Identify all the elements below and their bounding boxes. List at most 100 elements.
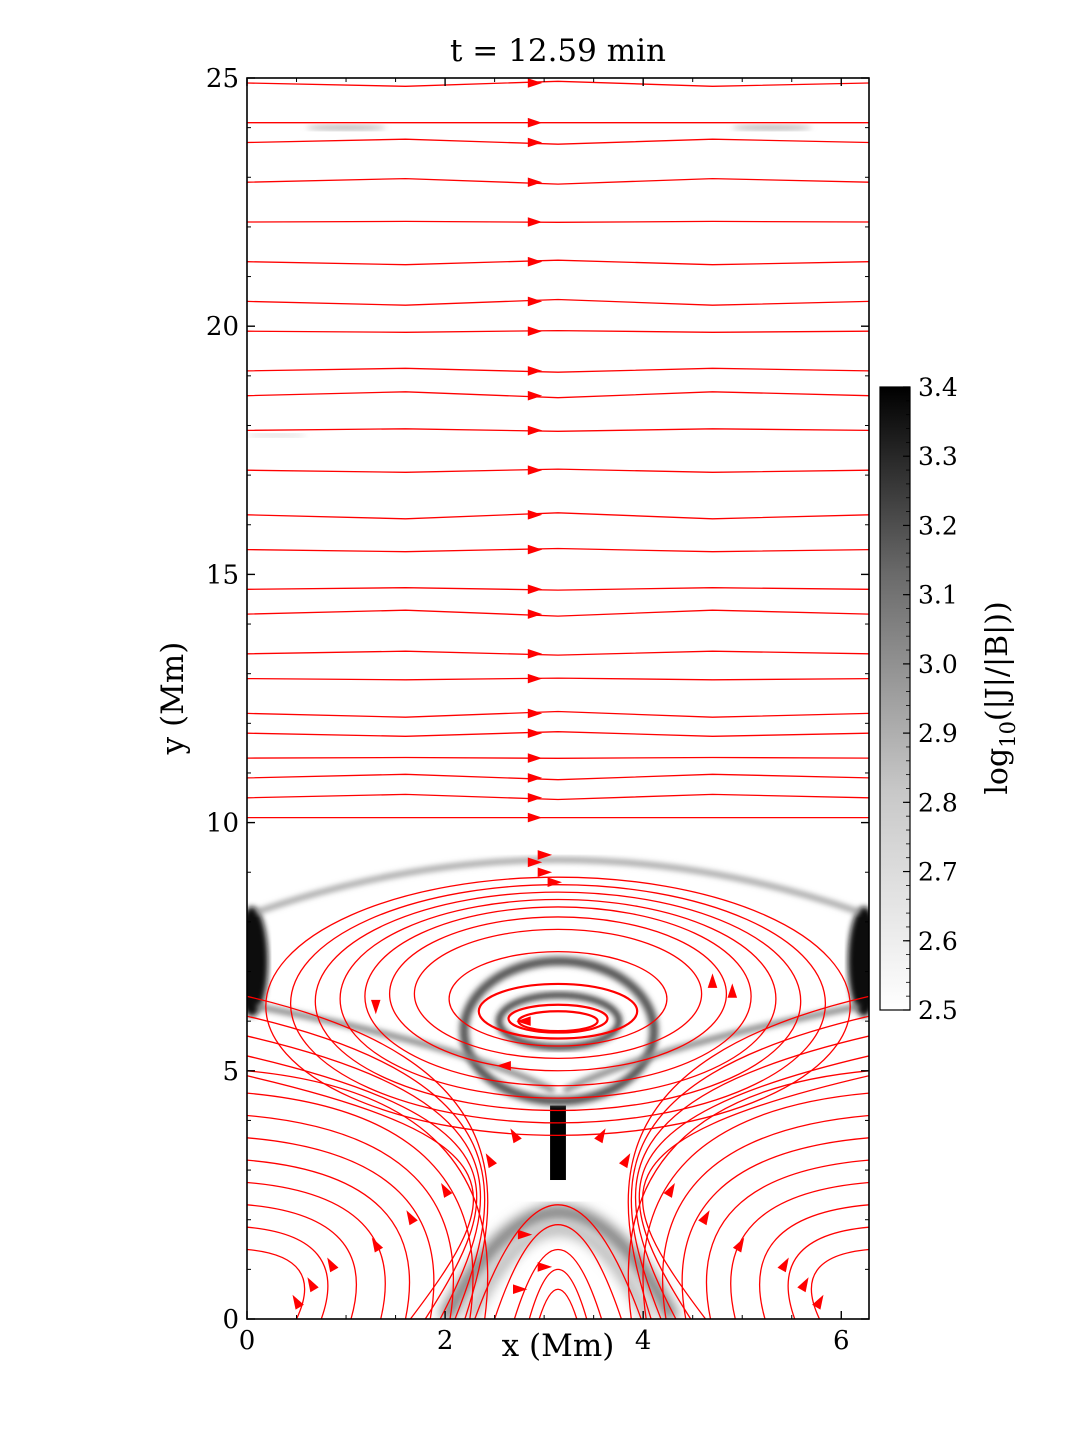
field-arrow xyxy=(527,673,543,684)
field-line-open xyxy=(247,710,869,718)
field-line-post-flare-loop xyxy=(528,1269,588,1319)
field-line-left xyxy=(247,1159,411,1319)
field-arrow xyxy=(797,1277,809,1293)
field-line-right xyxy=(787,1226,869,1319)
field-line-left xyxy=(247,1204,357,1319)
field-line-flux-rope xyxy=(413,928,703,1060)
field-arrow xyxy=(527,78,543,88)
field-arrow xyxy=(527,544,543,555)
field-line-open xyxy=(247,428,869,432)
field-arrow xyxy=(527,708,543,719)
flux-rope-shell xyxy=(459,956,659,1106)
field-line-left xyxy=(247,1181,386,1319)
field-arrow xyxy=(812,1294,824,1310)
field-arrow xyxy=(537,1262,553,1272)
upper-separatrix xyxy=(256,857,860,915)
field-line-open xyxy=(247,547,869,553)
field-arrow xyxy=(527,753,543,763)
colorbar-tick-label: 2.5 xyxy=(918,996,958,1025)
field-arrow xyxy=(727,983,738,998)
field-line-open xyxy=(247,80,869,87)
field-line-open xyxy=(247,609,869,617)
field-arrow xyxy=(527,510,543,520)
y-tick-label: 20 xyxy=(206,312,239,342)
field-line-separatrix-right xyxy=(634,1035,869,1319)
magnetic-field-lines xyxy=(247,80,869,1319)
field-line-separatrix-left xyxy=(247,1015,486,1319)
field-line-open xyxy=(247,259,869,266)
field-line-open xyxy=(247,793,869,801)
field-arrow xyxy=(517,1229,533,1240)
colorbar-label: log10(|J|/|B|)) xyxy=(980,601,1020,794)
left-separatrix xyxy=(256,1003,556,1094)
y-axis-label: y (Mm) xyxy=(155,642,191,756)
colorbar-gradient xyxy=(879,386,911,1011)
field-arrow xyxy=(698,1210,710,1226)
plot-area xyxy=(247,78,869,1319)
field-line-flux-rope xyxy=(364,906,752,1087)
field-arrow xyxy=(327,1257,339,1273)
colorbar-tick-label: 2.8 xyxy=(918,788,958,817)
x-tick-label: 0 xyxy=(239,1326,256,1356)
axis-ticks xyxy=(246,77,869,1320)
field-arrow xyxy=(527,137,543,148)
field-arrow xyxy=(527,256,543,267)
field-line-open xyxy=(247,138,869,145)
field-line-post-flare-loop xyxy=(538,1288,578,1319)
field-line-open xyxy=(247,677,869,681)
field-arrow xyxy=(527,390,543,401)
colorbar-tick-label: 3.1 xyxy=(918,581,958,610)
field-arrow xyxy=(527,793,543,803)
field-line-left xyxy=(247,1137,435,1319)
colorbar-tick-label: 3.0 xyxy=(918,650,958,679)
field-arrow xyxy=(516,1016,531,1026)
field-line-separatrix-right xyxy=(630,1015,869,1319)
current-sheet xyxy=(550,1105,566,1181)
top-streak xyxy=(731,124,812,131)
field-line-open xyxy=(247,731,869,737)
colorbar-tick-label: 2.7 xyxy=(918,858,958,887)
faint-streak xyxy=(247,433,307,438)
field-arrow xyxy=(732,1237,745,1253)
field-arrow xyxy=(527,649,543,659)
colorbar-tick-label: 3.3 xyxy=(918,442,958,471)
field-arrow xyxy=(547,877,562,887)
field-arrow xyxy=(527,773,543,783)
field-arrow xyxy=(663,1183,675,1198)
field-arrow xyxy=(527,728,543,738)
field-line-open xyxy=(247,650,869,656)
field-arrow xyxy=(537,867,553,877)
field-line-right xyxy=(705,1159,869,1319)
field-line-open xyxy=(247,298,869,306)
colorbar-tick-label: 3.4 xyxy=(918,373,958,402)
field-arrow xyxy=(441,1183,453,1198)
field-arrow xyxy=(527,425,543,436)
right-separatrix xyxy=(562,1003,860,1094)
field-arrow xyxy=(513,1284,528,1294)
field-line-flux-rope xyxy=(339,898,777,1099)
field-arrow xyxy=(777,1257,789,1273)
field-line-flux-rope xyxy=(448,950,668,1047)
field-arrow xyxy=(527,117,543,128)
y-tick-label: 5 xyxy=(222,1057,239,1087)
field-arrow xyxy=(292,1294,304,1310)
y-tick-label: 10 xyxy=(206,809,239,839)
x-tick-label: 6 xyxy=(833,1326,850,1356)
field-arrow xyxy=(527,217,543,227)
field-arrow xyxy=(537,850,553,860)
field-arrow xyxy=(527,366,543,376)
field-line-post-flare-loop xyxy=(474,1204,642,1319)
field-line-open xyxy=(247,391,869,399)
field-line-separatrix-right xyxy=(638,1055,869,1319)
field-arrow xyxy=(371,1237,384,1253)
field-line-post-flare-loop xyxy=(493,1224,623,1319)
field-line-left xyxy=(247,1226,329,1319)
field-arrow xyxy=(307,1277,319,1293)
y-tick-label: 15 xyxy=(206,560,239,590)
field-line-flux-rope xyxy=(289,884,827,1124)
right-edge-sheet xyxy=(848,906,869,1017)
colorbar-tick-label: 2.9 xyxy=(918,719,958,748)
field-line-open xyxy=(247,468,869,473)
field-line-open xyxy=(247,756,869,759)
top-streak xyxy=(306,124,387,131)
